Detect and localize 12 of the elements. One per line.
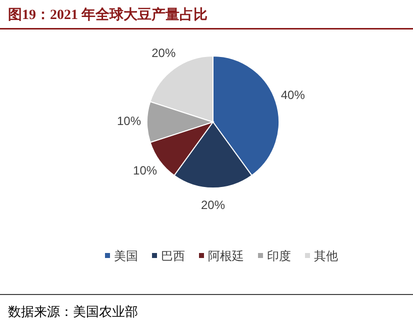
data-label: 10% bbox=[116, 114, 142, 128]
legend-label: 印度 bbox=[267, 249, 291, 263]
data-label: 20% bbox=[200, 198, 226, 212]
legend-label: 美国 bbox=[114, 249, 138, 263]
data-label: 20% bbox=[152, 46, 176, 60]
data-label: 40% bbox=[280, 88, 306, 102]
legend-label: 巴西 bbox=[161, 249, 185, 263]
legend-label: 其他 bbox=[314, 249, 338, 263]
chart-title: 图19：2021 年全球大豆产量占比 bbox=[8, 6, 208, 23]
source-note: 数据来源：美国农业部 bbox=[8, 304, 138, 319]
data-label: 10% bbox=[133, 164, 158, 178]
legend-label: 阿根廷 bbox=[208, 249, 244, 263]
